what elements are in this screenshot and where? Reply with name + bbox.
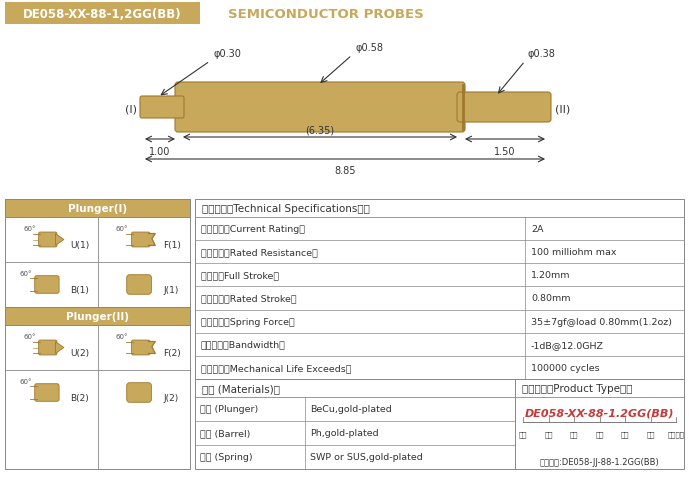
Text: U(1): U(1) bbox=[70, 240, 90, 250]
Text: 60°: 60° bbox=[116, 226, 129, 232]
FancyBboxPatch shape bbox=[195, 200, 684, 379]
Text: SWP or SUS,gold-plated: SWP or SUS,gold-plated bbox=[310, 453, 423, 462]
Text: 针头材质: 针头材质 bbox=[668, 430, 684, 437]
FancyBboxPatch shape bbox=[175, 83, 465, 133]
Text: F(2): F(2) bbox=[163, 348, 181, 357]
Text: 60°: 60° bbox=[20, 379, 32, 384]
FancyBboxPatch shape bbox=[132, 233, 150, 247]
Text: 弹簧 (Spring): 弹簧 (Spring) bbox=[200, 453, 253, 462]
Text: SEMICONDUCTOR PROBES: SEMICONDUCTOR PROBES bbox=[228, 8, 424, 21]
Text: (II): (II) bbox=[555, 104, 570, 114]
Text: Plunger(I): Plunger(I) bbox=[68, 204, 127, 214]
Text: (I): (I) bbox=[125, 104, 137, 114]
Text: 针头 (Plunger): 针头 (Plunger) bbox=[200, 405, 258, 414]
Text: -1dB@12.0GHZ: -1dB@12.0GHZ bbox=[531, 340, 604, 349]
FancyBboxPatch shape bbox=[39, 233, 57, 247]
Text: 订购举例:DE058-JJ-88-1.2GG(BB): 订购举例:DE058-JJ-88-1.2GG(BB) bbox=[539, 457, 659, 467]
Text: φ0.38: φ0.38 bbox=[527, 49, 555, 59]
FancyBboxPatch shape bbox=[132, 340, 150, 355]
FancyBboxPatch shape bbox=[127, 383, 152, 402]
Text: 60°: 60° bbox=[20, 271, 32, 277]
FancyBboxPatch shape bbox=[140, 97, 184, 119]
Text: 频率带宽（Bandwidth）: 频率带宽（Bandwidth） bbox=[201, 340, 286, 349]
Text: B(1): B(1) bbox=[70, 286, 89, 294]
Text: 2A: 2A bbox=[531, 225, 544, 234]
Text: 额定电流（Current Rating）: 额定电流（Current Rating） bbox=[201, 225, 305, 234]
Text: J(2): J(2) bbox=[163, 393, 178, 402]
Text: 8.85: 8.85 bbox=[334, 166, 356, 176]
FancyBboxPatch shape bbox=[5, 200, 190, 469]
Text: 弹力: 弹力 bbox=[621, 430, 629, 437]
Text: φ0.58: φ0.58 bbox=[355, 43, 383, 53]
Text: J(1): J(1) bbox=[163, 286, 178, 294]
FancyBboxPatch shape bbox=[5, 3, 200, 25]
Text: 针管 (Barrel): 针管 (Barrel) bbox=[200, 429, 250, 438]
Text: 行长: 行长 bbox=[595, 430, 604, 437]
Text: 0.80mm: 0.80mm bbox=[531, 294, 570, 303]
Text: 1.50: 1.50 bbox=[494, 147, 516, 156]
Text: 满行程（Full Stroke）: 满行程（Full Stroke） bbox=[201, 271, 279, 280]
Text: 100000 cycles: 100000 cycles bbox=[531, 363, 599, 372]
Text: BeCu,gold-plated: BeCu,gold-plated bbox=[310, 405, 392, 414]
Polygon shape bbox=[55, 342, 64, 354]
Text: F(1): F(1) bbox=[163, 240, 181, 250]
Text: 镀金: 镀金 bbox=[646, 430, 655, 437]
Text: Ph,gold-plated: Ph,gold-plated bbox=[310, 429, 379, 438]
Text: DE058-XX-88-1,2GG(BB): DE058-XX-88-1,2GG(BB) bbox=[23, 8, 181, 21]
Text: 35±7gf@load 0.80mm(1.2oz): 35±7gf@load 0.80mm(1.2oz) bbox=[531, 317, 672, 326]
Text: 头型: 头型 bbox=[570, 430, 578, 437]
FancyBboxPatch shape bbox=[127, 275, 152, 295]
Text: 1.20mm: 1.20mm bbox=[531, 271, 570, 280]
FancyBboxPatch shape bbox=[195, 379, 515, 469]
FancyBboxPatch shape bbox=[5, 200, 190, 217]
Text: 100 milliohm max: 100 milliohm max bbox=[531, 248, 617, 257]
FancyBboxPatch shape bbox=[34, 384, 59, 401]
Text: B(2): B(2) bbox=[70, 393, 89, 402]
FancyBboxPatch shape bbox=[39, 340, 57, 355]
Text: 1.00: 1.00 bbox=[150, 147, 171, 156]
Text: 系列: 系列 bbox=[519, 430, 527, 437]
FancyBboxPatch shape bbox=[34, 276, 59, 294]
Text: Plunger(II): Plunger(II) bbox=[66, 312, 129, 321]
Text: 60°: 60° bbox=[116, 334, 129, 340]
Text: 规格: 规格 bbox=[544, 430, 553, 437]
Text: 额定行程（Rated Stroke）: 额定行程（Rated Stroke） bbox=[201, 294, 297, 303]
Text: 成品型号（Product Type）：: 成品型号（Product Type）： bbox=[522, 383, 633, 393]
Polygon shape bbox=[55, 234, 64, 246]
Polygon shape bbox=[148, 342, 155, 354]
Text: 测试寿命（Mechanical Life Exceeds）: 测试寿命（Mechanical Life Exceeds） bbox=[201, 363, 351, 372]
Text: 额定弹力（Spring Force）: 额定弹力（Spring Force） bbox=[201, 317, 295, 326]
FancyBboxPatch shape bbox=[515, 379, 684, 469]
Text: U(2): U(2) bbox=[70, 348, 89, 357]
Text: (6.35): (6.35) bbox=[305, 126, 335, 136]
Text: 60°: 60° bbox=[24, 334, 37, 340]
Text: φ0.30: φ0.30 bbox=[213, 49, 241, 59]
Text: 额定电阶（Rated Resistance）: 额定电阶（Rated Resistance） bbox=[201, 248, 318, 257]
Text: 技术要求（Technical Specifications）：: 技术要求（Technical Specifications）： bbox=[202, 204, 370, 214]
Text: 60°: 60° bbox=[24, 226, 37, 232]
Text: 材质 (Materials)：: 材质 (Materials)： bbox=[202, 383, 280, 393]
Text: DE058-XX-88-1.2GG(BB): DE058-XX-88-1.2GG(BB) bbox=[525, 408, 675, 418]
Polygon shape bbox=[148, 234, 155, 246]
FancyBboxPatch shape bbox=[457, 93, 551, 123]
FancyBboxPatch shape bbox=[5, 307, 190, 325]
